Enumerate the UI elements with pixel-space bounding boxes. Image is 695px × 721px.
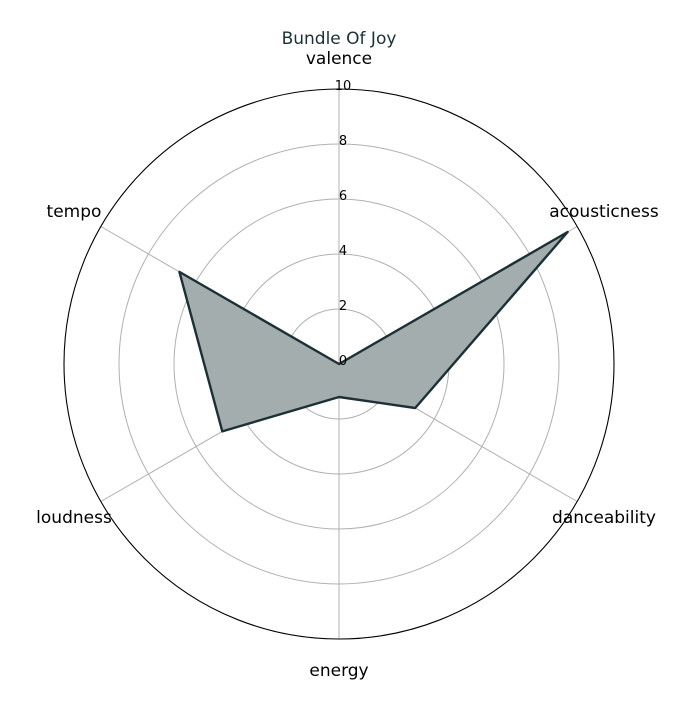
axis-label-danceability: danceability [552,508,656,528]
r-tick-label: 8 [339,134,347,149]
axis-label-tempo: tempo [47,202,102,222]
axis-labels: valence acousticness danceability energy lou… [36,49,659,681]
axis-label-loudness: loudness [36,508,112,528]
r-tick-label: 2 [339,299,347,314]
axis-label-valence: valence [306,49,372,69]
axis-label-acousticness: acousticness [549,202,659,222]
r-tick-label: 4 [339,244,347,259]
series-line [178,230,569,433]
outer-frame [63,88,615,640]
chart-title: Bundle Of Joy [282,29,397,49]
axis-label-energy: energy [309,661,368,681]
r-tick-label: 0 [339,354,347,369]
radial-tick-labels: 0 2 4 6 8 10 [335,79,352,369]
r-tick-label: 6 [339,189,347,204]
series-area [179,232,568,432]
radar-series [178,230,569,433]
r-tick-label: 10 [335,79,352,94]
radar-frame [63,88,615,640]
